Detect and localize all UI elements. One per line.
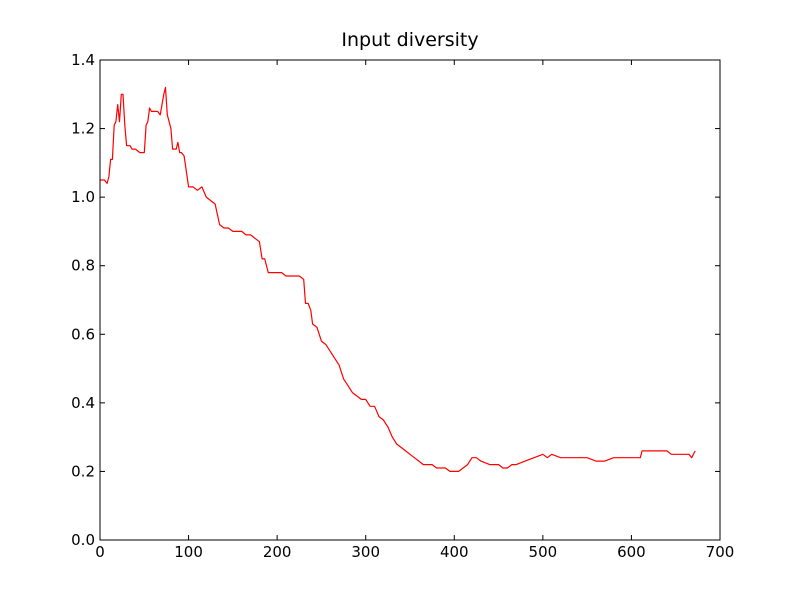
y-tick-label: 0.6: [71, 325, 95, 343]
x-tick-label: 0: [95, 543, 105, 561]
x-tick-label: 500: [529, 543, 558, 561]
x-tick-label: 400: [440, 543, 469, 561]
plot-frame: [99, 59, 721, 541]
series-line: [100, 86, 696, 472]
y-tick-label: 1.0: [71, 188, 95, 206]
y-tick-label: 1.2: [71, 120, 95, 138]
y-tick-label: 0.8: [71, 257, 95, 275]
y-tick-label: 0.0: [71, 531, 95, 549]
x-tick-label: 300: [351, 543, 380, 561]
x-tick-label: 200: [263, 543, 292, 561]
y-tick-label: 1.4: [71, 51, 95, 69]
x-tick-label: 700: [706, 543, 735, 561]
x-tick-label: 100: [174, 543, 203, 561]
chart-title: Input diversity: [341, 29, 478, 51]
y-tick-label: 0.2: [71, 462, 95, 480]
y-tick-label: 0.4: [71, 394, 95, 412]
x-tick-label: 600: [617, 543, 646, 561]
